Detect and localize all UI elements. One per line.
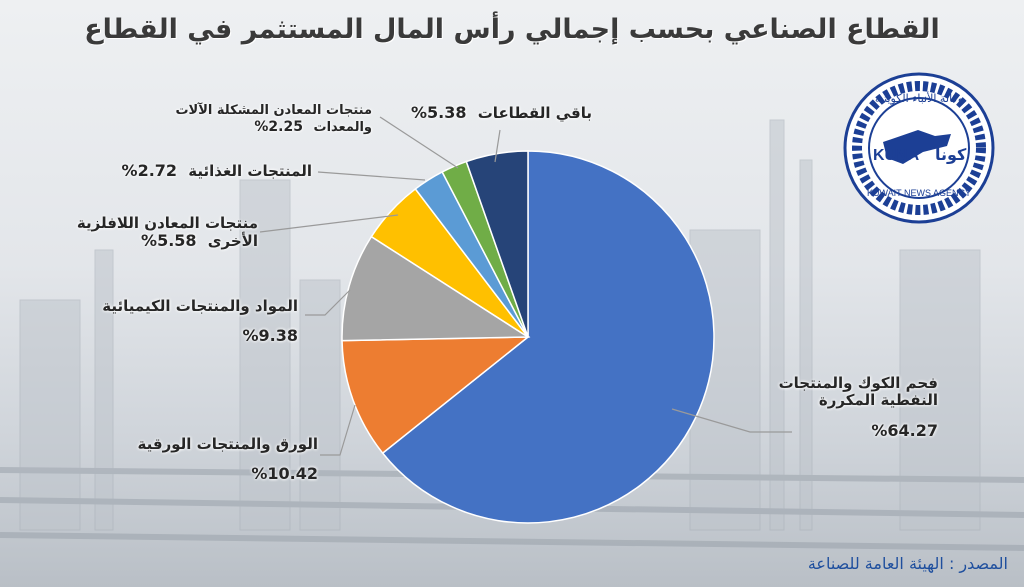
leader-line-4 [317, 171, 426, 181]
slice-label-3: منتجات المعادن اللافلزية الأخرى 5.58% [76, 214, 258, 251]
leader-line-2 [305, 289, 351, 316]
logo-kuna-text: KUNA [873, 147, 920, 164]
leader-line-0 [671, 408, 792, 433]
leader-line-3 [259, 214, 399, 233]
source-note: المصدر : الهيئة العامة للصناعة [807, 554, 1008, 573]
slice-label-2: المواد والمنتجات الكيميائية %9.38 [102, 297, 298, 346]
logo-bottom-text: KUWAIT NEWS AGENCY [867, 188, 971, 198]
leader-line-1 [320, 404, 356, 456]
leader-line-5 [379, 116, 459, 169]
pie-slice-1 [341, 336, 531, 455]
logo-arabic-text: كونا [935, 145, 967, 164]
slice-label-1: الورق والمنتجات الورقية %10.42 [137, 435, 318, 484]
slice-label-6: باقي القطاعات 5.38% [410, 103, 592, 122]
slice-label-5: منتجات المعادن المشكلة الآلات والمعدات 2… [175, 103, 372, 135]
logo-top-text: وكالة الأنباء الكويتية [875, 91, 963, 105]
leader-line-6 [494, 129, 501, 163]
kuna-logo: KUNA كونا وكالة الأنباء الكويتية KUWAIT … [843, 72, 995, 224]
pie-slice-0 [381, 150, 715, 524]
slice-label-0: فحم الكوك والمنتجات النفطية المكررة %64.… [778, 374, 938, 440]
slice-label-4: المنتجات الغذائية 2.72% [121, 161, 312, 180]
chart-title: القطاع الصناعي بحسب إجمالي رأس المال الم… [84, 14, 940, 45]
pie-slice-2 [341, 235, 531, 342]
